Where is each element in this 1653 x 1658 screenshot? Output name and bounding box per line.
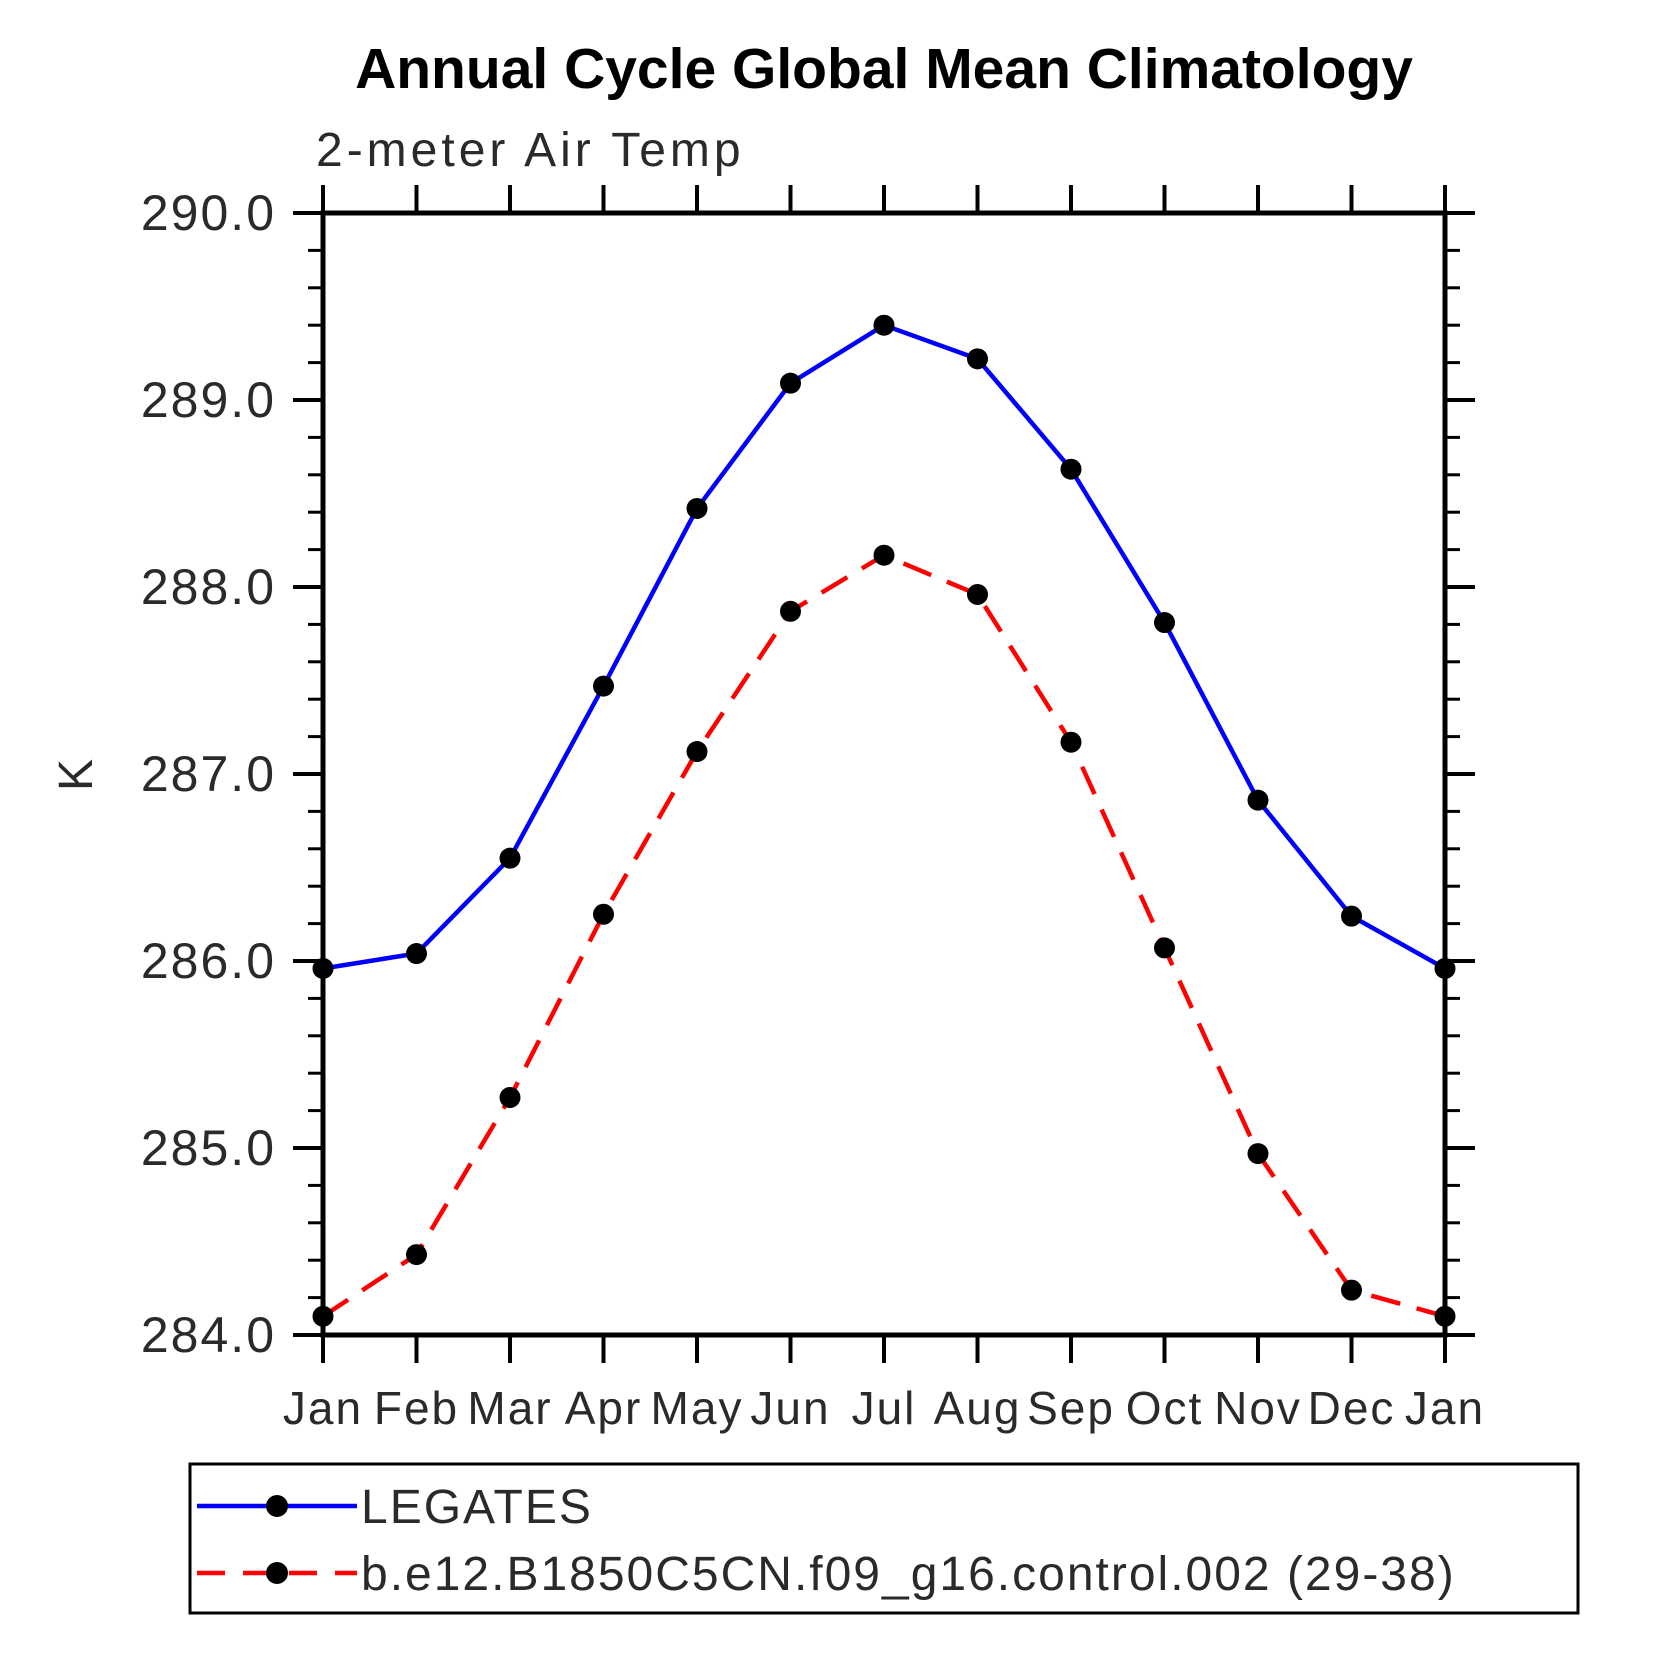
legend: LEGATES b.e12.B1850C5CN.f09_g16.control.0… <box>188 1462 1580 1615</box>
plot-frame <box>320 210 1448 1338</box>
x-tick-label: Mar <box>467 1382 552 1434</box>
data-point-marker <box>1154 612 1175 634</box>
y-tick-label: 284.0 <box>141 1307 276 1363</box>
series-line-legates <box>322 322 1447 971</box>
legend-label: b.e12.B1850C5CN.f09_g16.control.002 (29-… <box>361 1548 1456 1601</box>
data-point-marker <box>1247 1143 1269 1165</box>
chart-title: Annual Cycle Global Mean Climatology <box>355 37 1413 101</box>
data-point-marker <box>406 943 427 965</box>
axis-ticks <box>293 185 1475 1363</box>
x-tick-label: Feb <box>374 1382 459 1434</box>
data-point-marker <box>1247 789 1269 811</box>
legend-label: LEGATES <box>361 1481 593 1534</box>
x-tick-label: Aug <box>934 1382 1022 1434</box>
legend-entry-legates: LEGATES <box>197 1481 593 1534</box>
x-tick-label: Jul <box>852 1382 917 1434</box>
data-point-marker <box>1341 905 1362 927</box>
data-point-marker <box>1154 937 1175 959</box>
data-point-marker <box>780 600 801 622</box>
y-axis-label: K <box>50 757 103 791</box>
y-tick-label: 289.0 <box>141 372 276 428</box>
chart-subtitle: 2-meter Air Temp <box>316 124 745 177</box>
x-tick-label: Jun <box>750 1382 830 1434</box>
legend-entry-model: b.e12.B1850C5CN.f09_g16.control.002 (29-… <box>197 1548 1456 1601</box>
data-point-marker <box>686 741 708 763</box>
data-point-marker <box>499 1087 521 1109</box>
x-tick-label: Apr <box>565 1382 643 1434</box>
data-point-marker <box>593 903 614 925</box>
y-tick-label: 285.0 <box>141 1120 276 1176</box>
x-tick-labels: Jan Feb Mar Apr May Jun Jul Aug Sep Oct Nov Dec Jan <box>283 1382 1485 1434</box>
data-point-marker <box>873 544 895 566</box>
x-tick-label: Nov <box>1214 1382 1302 1434</box>
y-tick-label: 290.0 <box>141 185 276 241</box>
data-point-marker <box>593 675 614 697</box>
y-tick-label: 288.0 <box>141 559 276 615</box>
legend-box <box>188 1462 1580 1615</box>
x-tick-label: May <box>651 1382 744 1434</box>
x-tick-label: Dec <box>1308 1382 1396 1434</box>
data-point-marker <box>1341 1279 1362 1301</box>
data-point-marker <box>873 314 895 336</box>
data-point-marker <box>780 372 801 394</box>
data-point-marker <box>406 1244 427 1266</box>
y-tick-label: 286.0 <box>141 933 276 989</box>
legend-marker <box>266 1495 288 1517</box>
data-point-marker <box>1060 458 1082 480</box>
x-tick-label: Jan <box>283 1382 363 1434</box>
data-point-marker <box>967 348 988 370</box>
x-tick-label: Oct <box>1126 1382 1204 1434</box>
data-point-marker <box>686 497 708 519</box>
data-point-marker <box>967 583 988 605</box>
series-line-model <box>321 552 1446 1319</box>
x-tick-label: Sep <box>1027 1382 1115 1434</box>
legend-marker <box>266 1562 288 1584</box>
y-tick-labels: 290.0 289.0 288.0 287.0 286.0 285.0 284.0 <box>141 185 276 1363</box>
y-tick-label: 287.0 <box>141 746 276 802</box>
data-point-marker <box>499 847 521 869</box>
x-tick-label: Jan <box>1405 1382 1485 1434</box>
data-point-marker <box>1060 731 1082 753</box>
data-series <box>312 314 1456 1327</box>
